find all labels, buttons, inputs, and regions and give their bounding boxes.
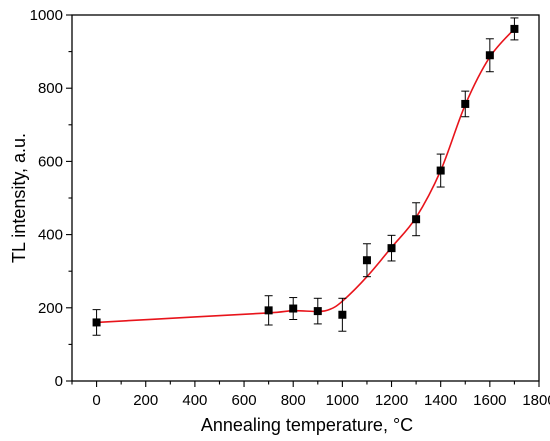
data-point	[461, 99, 470, 108]
data-point	[387, 244, 396, 253]
x-tick-label: 0	[92, 392, 100, 409]
data-points	[92, 24, 519, 327]
fit-line-layer	[96, 28, 516, 324]
data-point	[412, 215, 421, 224]
data-point	[313, 307, 322, 316]
data-point	[485, 51, 494, 60]
x-tick-label: 200	[133, 392, 158, 409]
error-bars	[92, 17, 519, 336]
y-tick-label: 800	[38, 80, 63, 97]
data-point	[264, 306, 273, 315]
x-tick-label: 800	[281, 392, 306, 409]
data-point	[338, 310, 347, 319]
x-tick-label: 1600	[473, 392, 506, 409]
plot-frame	[71, 14, 540, 382]
x-tick-label: 1000	[326, 392, 359, 409]
data-point	[92, 318, 101, 327]
fit-curve	[96, 28, 516, 324]
y-tick-label: 0	[55, 373, 63, 390]
y-axis-title: TL intensity, a.u.	[9, 133, 29, 263]
data-point	[289, 304, 298, 313]
x-axis-title: Annealing temperature, °C	[201, 415, 413, 435]
y-tick-label: 400	[38, 227, 63, 244]
data-point	[436, 166, 445, 175]
y-tick-label: 200	[38, 300, 63, 317]
y-tick-label: 1000	[30, 7, 63, 24]
x-tick-label: 1400	[424, 392, 457, 409]
axes	[71, 14, 540, 382]
x-tick-label: 1200	[375, 392, 408, 409]
x-tick-label: 600	[232, 392, 257, 409]
data-point	[362, 256, 371, 265]
x-tick-label: 400	[182, 392, 207, 409]
data-point	[510, 24, 519, 33]
y-tick-label: 600	[38, 153, 63, 170]
